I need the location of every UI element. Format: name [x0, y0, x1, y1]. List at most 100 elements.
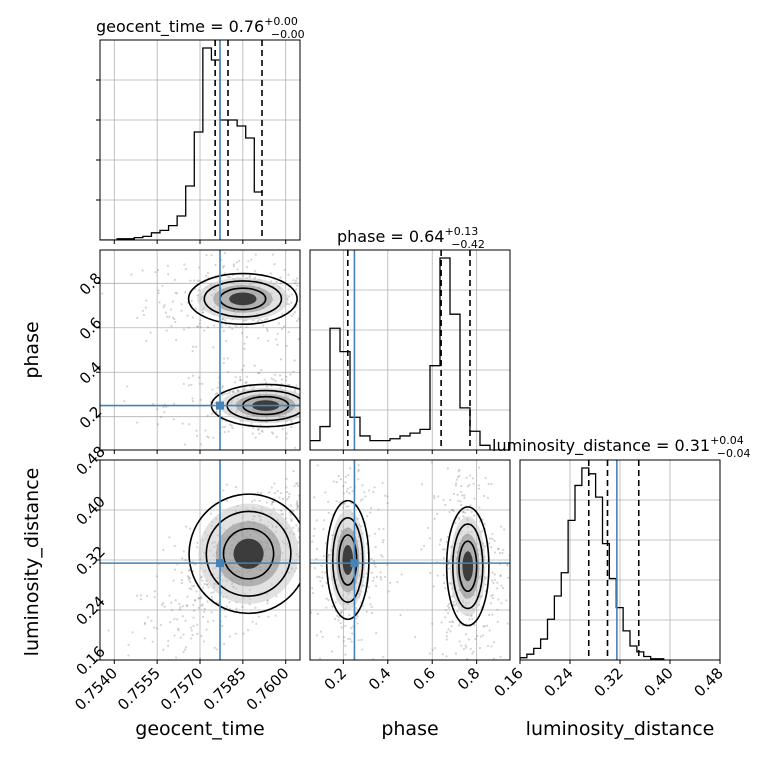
sample-point	[136, 421, 139, 424]
sample-point	[204, 274, 208, 277]
sample-point	[182, 382, 185, 386]
sample-point	[375, 575, 378, 578]
sample-point	[322, 428, 324, 430]
sample-point	[368, 534, 371, 537]
sample-point	[470, 510, 473, 513]
sample-point	[320, 533, 322, 535]
sample-point	[453, 604, 456, 607]
sample-point	[325, 606, 328, 609]
sample-point	[321, 477, 323, 479]
sample-point	[314, 503, 316, 505]
sample-point	[502, 586, 505, 590]
sample-point	[230, 424, 233, 427]
xtick-label-geocent_time: 0.7570	[157, 664, 207, 714]
sample-point	[130, 273, 133, 276]
sample-point	[242, 274, 245, 277]
sample-point	[372, 576, 375, 579]
sample-point	[491, 571, 494, 574]
sample-point	[196, 434, 199, 437]
sample-point	[487, 482, 490, 486]
sample-point	[493, 551, 497, 554]
sample-point	[271, 501, 274, 504]
sample-point	[294, 446, 297, 449]
sample-point	[200, 575, 203, 578]
sample-point	[161, 603, 164, 607]
sample-point	[255, 622, 258, 625]
ytick-label-phase: 0.2	[76, 403, 106, 433]
sample-point	[184, 558, 187, 562]
sample-point	[301, 289, 303, 291]
sample-point	[287, 383, 290, 386]
sample-point	[446, 604, 449, 608]
sample-point	[238, 259, 241, 263]
sample-point	[351, 356, 353, 358]
sample-point	[257, 491, 260, 494]
sample-point	[212, 324, 216, 327]
sample-point	[326, 410, 328, 412]
sample-point	[159, 623, 162, 626]
sample-point	[356, 615, 359, 618]
sample-point	[265, 501, 268, 504]
sample-point	[232, 263, 235, 266]
sample-point	[305, 543, 307, 545]
sample-point	[431, 648, 434, 652]
sample-point	[254, 436, 257, 439]
sample-point	[201, 311, 204, 314]
sample-point	[287, 273, 290, 276]
sample-point	[342, 485, 345, 488]
sample-point	[485, 624, 489, 627]
sample-point	[191, 585, 194, 588]
sample-point	[361, 484, 364, 487]
sample-point	[302, 490, 304, 492]
sample-point	[294, 388, 297, 391]
histogram-luminosity_distance	[520, 467, 665, 660]
sample-point	[284, 517, 288, 520]
sample-point	[231, 327, 234, 330]
sample-point	[169, 601, 173, 604]
sample-point	[336, 419, 338, 421]
sample-point	[296, 501, 299, 504]
sample-point	[187, 569, 191, 572]
sample-point	[357, 468, 360, 471]
sample-point	[324, 491, 327, 494]
sample-point	[351, 632, 354, 635]
sample-point	[348, 613, 351, 617]
sample-point	[452, 676, 454, 678]
sample-point	[212, 591, 215, 594]
sample-point	[472, 701, 474, 703]
sample-point	[293, 310, 297, 314]
sample-point	[222, 643, 226, 646]
sample-point	[146, 616, 150, 619]
sample-point	[155, 627, 159, 630]
sample-point	[228, 391, 231, 394]
sample-point	[301, 517, 303, 519]
sample-point	[367, 489, 371, 492]
sample-point	[198, 376, 201, 379]
sample-point	[236, 389, 239, 392]
sample-point	[312, 390, 314, 392]
sample-point	[438, 543, 441, 546]
sample-point	[447, 606, 451, 609]
sample-point	[215, 392, 219, 395]
sample-point	[310, 481, 312, 483]
sample-point	[381, 481, 384, 484]
sample-point	[318, 411, 320, 413]
sample-point	[317, 542, 319, 544]
sample-point	[311, 468, 313, 470]
sample-point	[460, 644, 463, 647]
sample-point	[379, 576, 382, 579]
sample-point	[373, 464, 375, 466]
sample-point	[200, 443, 203, 446]
sample-point	[271, 500, 274, 504]
sample-point	[229, 423, 232, 426]
sample-point	[306, 422, 308, 424]
sample-point	[261, 430, 264, 433]
sample-point	[483, 522, 486, 526]
sample-point	[359, 499, 362, 502]
contour-line	[187, 272, 298, 326]
sample-point	[321, 584, 324, 588]
sample-point	[276, 332, 279, 335]
sample-point	[311, 388, 313, 390]
sample-point	[331, 605, 334, 608]
sample-point	[349, 682, 351, 684]
